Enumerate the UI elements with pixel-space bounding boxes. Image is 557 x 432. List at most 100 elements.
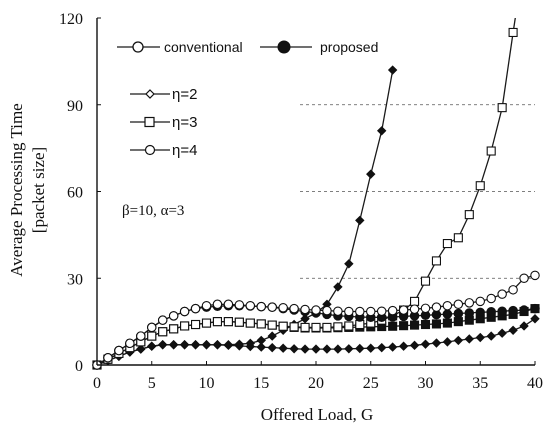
data-point (355, 306, 365, 317)
data-point (497, 306, 507, 316)
data-point (267, 302, 277, 312)
data-point (245, 318, 255, 328)
data-point (201, 340, 212, 350)
series-line (96, 69, 394, 366)
data-point (344, 259, 354, 269)
data-point (333, 282, 343, 292)
data-point (365, 306, 376, 317)
data-point (431, 319, 442, 329)
data-point (409, 340, 420, 351)
data-point (322, 344, 332, 354)
x-tick-label: 30 (418, 375, 434, 392)
data-point (355, 215, 365, 226)
data-point (256, 335, 266, 346)
data-point (311, 305, 321, 315)
data-point (256, 319, 266, 329)
data-point (508, 325, 518, 336)
data-point (344, 321, 354, 331)
x-tick-label: 40 (527, 375, 543, 392)
data-point (234, 300, 245, 310)
data-point (486, 146, 496, 156)
data-point (300, 322, 310, 332)
data-point (453, 335, 464, 346)
data-point (322, 322, 332, 332)
data-point (387, 305, 398, 316)
y-tick-label: 0 (75, 358, 83, 375)
data-point (223, 299, 234, 310)
legend-square-marker (144, 116, 155, 128)
data-point (420, 303, 431, 314)
series-conventional-diamond (92, 65, 398, 370)
legend-eta2-label: η=2 (172, 86, 197, 103)
data-point (212, 317, 222, 327)
y-tick-label: 120 (59, 11, 83, 28)
legend-eta4-label: η=4 (172, 142, 197, 159)
data-point (267, 331, 277, 341)
x-tick-label: 20 (308, 375, 324, 392)
data-point (125, 338, 135, 349)
data-point (519, 321, 529, 331)
legend-methods: conventional proposed (117, 39, 378, 55)
data-point (409, 320, 420, 330)
data-point (136, 344, 146, 354)
data-point (278, 321, 288, 331)
data-point (256, 342, 266, 352)
data-point (475, 307, 485, 318)
data-point (267, 342, 277, 353)
data-point (234, 317, 244, 327)
data-point (475, 332, 485, 343)
legend-open-marker (132, 41, 144, 53)
data-point (398, 305, 409, 315)
data-point (420, 276, 431, 286)
data-point (475, 296, 485, 307)
y-tick-label: 30 (67, 271, 83, 288)
data-point (300, 344, 310, 354)
data-point (530, 314, 540, 324)
data-point (508, 285, 518, 295)
data-point (311, 322, 321, 332)
data-point (420, 339, 431, 349)
data-point (333, 322, 343, 332)
data-point (387, 342, 398, 352)
data-point (179, 340, 190, 350)
data-point (201, 300, 212, 311)
data-point (278, 302, 288, 313)
data-point (169, 324, 179, 334)
data-point (158, 327, 168, 337)
data-point (464, 308, 475, 318)
data-point (431, 338, 442, 348)
data-point (530, 303, 540, 314)
legend-eta3-label: η=3 (172, 114, 197, 131)
data-point (409, 304, 420, 314)
legend-etas: η=2 η=3 η=4 (130, 86, 197, 159)
x-tick-label: 35 (472, 375, 488, 392)
data-point (497, 328, 507, 338)
data-point (453, 233, 463, 243)
grid-lines (300, 104, 535, 279)
data-point (300, 304, 310, 315)
data-point (157, 315, 168, 325)
data-point (147, 322, 157, 333)
data-point (387, 65, 398, 75)
data-point (519, 273, 529, 283)
data-point (191, 319, 201, 330)
data-point (464, 210, 474, 220)
data-point (333, 344, 343, 354)
data-point (464, 334, 475, 344)
data-point (179, 306, 190, 317)
data-point (486, 293, 496, 304)
data-point (453, 308, 464, 319)
data-point (508, 27, 518, 38)
y-tick-label: 90 (67, 98, 83, 115)
data-point (497, 289, 507, 299)
data-point (442, 337, 453, 347)
data-point (388, 321, 398, 331)
data-point (190, 303, 201, 314)
data-point (508, 305, 518, 316)
data-point (278, 343, 288, 353)
data-point (486, 331, 496, 341)
data-point (289, 303, 299, 314)
data-point (475, 181, 485, 191)
data-point (157, 340, 168, 350)
data-point (497, 103, 507, 113)
